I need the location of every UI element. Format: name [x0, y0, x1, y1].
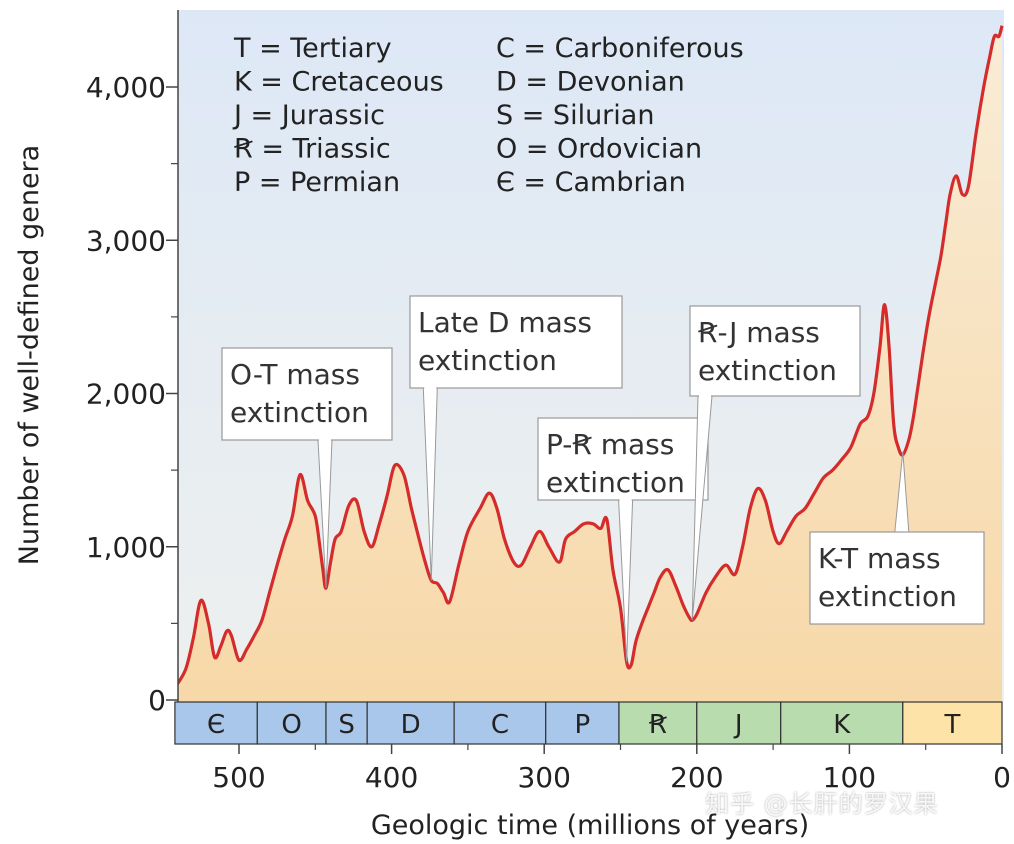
- callout-join: [424, 387, 437, 389]
- period-band: [325, 701, 368, 745]
- legend-entry: K = Cretaceous: [234, 67, 444, 98]
- x-axis-label: Geologic time (millions of years): [371, 810, 809, 841]
- callout-box: [809, 531, 985, 625]
- period-band: [174, 701, 258, 745]
- period-band: [453, 701, 547, 745]
- period-label: O: [281, 710, 301, 740]
- callout-label: O-T mass: [230, 358, 360, 391]
- diversity-line: [178, 25, 1004, 686]
- period-band: [545, 701, 620, 745]
- period-band: [902, 701, 1003, 745]
- callout-label: extinction: [546, 466, 685, 499]
- period-label: K: [833, 710, 851, 740]
- period-label: P: [575, 710, 591, 740]
- legend-entry: O = Ordovician: [496, 134, 702, 165]
- legend-entry: J = Jurassic: [232, 100, 385, 131]
- callout-label: extinction: [818, 580, 957, 613]
- legend-entry: C = Carboniferous: [496, 33, 744, 64]
- callout-label: extinction: [230, 396, 369, 429]
- legend-entry: Ꞧ = Triassic: [234, 134, 391, 165]
- callout-box: [689, 305, 861, 397]
- period-bar: Є O S D C P Ꞧ J K T 500 400 300 200 100 0: [174, 701, 1011, 794]
- callout-label: P-Ꞧ mass: [546, 428, 674, 461]
- callout-label: extinction: [418, 344, 557, 377]
- watermark: 知乎 @长肝的罗汉果: [705, 790, 939, 818]
- callout-label: Late D mass: [418, 306, 592, 339]
- axes: 0 1,000 2,000 3,000 4,000: [86, 10, 179, 717]
- period-label: J: [733, 710, 743, 740]
- period-band: [256, 701, 327, 745]
- callout-label: K-T mass: [818, 542, 941, 575]
- callout-box: [409, 295, 623, 389]
- legend-entry: Є = Cambrian: [496, 167, 686, 198]
- period-label: C: [491, 710, 509, 740]
- legend: T = Tertiary C = Carboniferous K = Cretace…: [232, 33, 744, 198]
- period-band: [696, 701, 782, 745]
- area-layer: [178, 25, 1004, 702]
- callout-join: [619, 499, 632, 501]
- legend-entry: D = Devonian: [496, 67, 685, 98]
- y-axis-label: Number of well-defined genera: [14, 145, 45, 565]
- callout-label: Ꞧ-J mass: [698, 316, 820, 349]
- x-tick-label: 300: [517, 761, 570, 794]
- period-label: D: [401, 710, 421, 740]
- y-tick-label: 3,000: [86, 224, 166, 257]
- callout-box: [221, 347, 393, 441]
- y-tick-label: 0: [148, 684, 166, 717]
- period-label: S: [338, 710, 355, 740]
- area-fill: [178, 25, 1002, 702]
- callout-join: [318, 439, 331, 441]
- period-label: Є: [207, 710, 225, 740]
- callout-join: [895, 533, 908, 535]
- x-tick-label: 0: [993, 761, 1011, 794]
- x-tick-label: 400: [365, 761, 418, 794]
- callout-layer: O-T mass extinction Late D mass extinction P…: [221, 295, 985, 662]
- callout-label: extinction: [698, 354, 837, 387]
- y-tick-label: 2,000: [86, 378, 166, 411]
- period-band: [366, 701, 455, 745]
- axis-titles: Geologic time (millions of years) Number…: [14, 145, 809, 841]
- period-label: T: [943, 710, 960, 740]
- legend-entry: T = Tertiary: [233, 33, 392, 64]
- callout-box: [537, 417, 709, 501]
- x-tick-label: 100: [823, 761, 876, 794]
- y-tick-label: 1,000: [86, 531, 166, 564]
- period-band: [618, 701, 698, 745]
- y-tick-label: 4,000: [86, 71, 166, 104]
- legend-entry: S = Silurian: [496, 100, 654, 131]
- x-tick-label: 500: [212, 761, 265, 794]
- x-tick-label: 200: [670, 761, 723, 794]
- legend-entry: P = Permian: [234, 167, 400, 198]
- callout-join: [699, 395, 711, 397]
- period-label: Ꞧ: [649, 710, 668, 740]
